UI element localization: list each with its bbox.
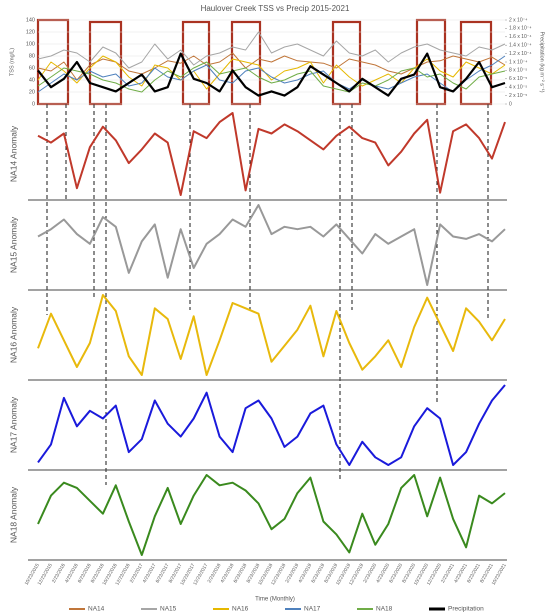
series-line — [37, 55, 506, 93]
dashed-lines — [46, 104, 489, 485]
y2-tick-label: 1.6 x 10⁻⁴ — [509, 34, 532, 40]
y2-tick-label: 1 x 10⁻⁴ — [509, 59, 527, 65]
y-tick-label: 20 — [29, 89, 35, 95]
y2-tick-label: 8 x 10⁻⁵ — [509, 68, 527, 74]
panel-y-label: NA14 Anomaly — [8, 125, 18, 182]
anomaly-line — [37, 204, 506, 286]
y-tick-label: 80 — [29, 53, 35, 59]
legend-label: NA18 — [376, 606, 393, 613]
series-line — [37, 61, 506, 93]
y-tick-label: 40 — [29, 77, 35, 83]
legend-label: NA14 — [88, 606, 105, 613]
y2-tick-label: 4 x 10⁻⁵ — [509, 85, 527, 91]
y2-tick-label: 1.8 x 10⁻⁴ — [509, 26, 532, 32]
panel-y-label: NA17 Anomaly — [8, 396, 18, 453]
y2-tick-label: 2 x 10⁻⁵ — [509, 93, 527, 99]
y-tick-label: 0 — [32, 101, 35, 107]
y2-tick-label: 0 — [509, 101, 512, 107]
x-axis-label: Time (Monthly) — [255, 597, 295, 603]
anomaly-line — [37, 384, 506, 466]
anomaly-line — [37, 474, 506, 556]
series-line — [37, 52, 506, 97]
y-tick-label: 140 — [26, 17, 35, 23]
legend-label: Precipitation — [448, 606, 484, 613]
y-tick-label: 100 — [26, 41, 35, 47]
y-axis-label: TSS (mg/L) — [9, 48, 15, 76]
panel-y-label: NA16 Anomaly — [8, 306, 18, 363]
y2-axis-label: Precipitation (kg m⁻² s⁻¹) — [539, 31, 545, 92]
series-line — [37, 31, 506, 69]
y-tick-label: 60 — [29, 65, 35, 71]
anomaly-line — [37, 294, 506, 376]
legend-label: NA15 — [160, 606, 177, 613]
series-line — [37, 55, 506, 90]
y2-tick-label: 6 x 10⁻⁵ — [509, 76, 527, 82]
panel-y-label: NA18 Anomaly — [8, 486, 18, 543]
panel-y-label: NA15 Anomaly — [8, 216, 18, 273]
legend-label: NA17 — [304, 606, 321, 613]
anomaly-line — [37, 112, 506, 196]
y2-tick-label: 1.2 x 10⁻⁴ — [509, 51, 532, 57]
chart-title: Haulover Creek TSS vs Precip 2015-2021 — [201, 4, 350, 13]
y2-tick-label: 1.4 x 10⁻⁴ — [509, 43, 532, 49]
y-tick-label: 120 — [26, 29, 35, 35]
y2-tick-label: 2 x 10⁻⁴ — [509, 17, 527, 23]
legend-label: NA16 — [232, 606, 249, 613]
